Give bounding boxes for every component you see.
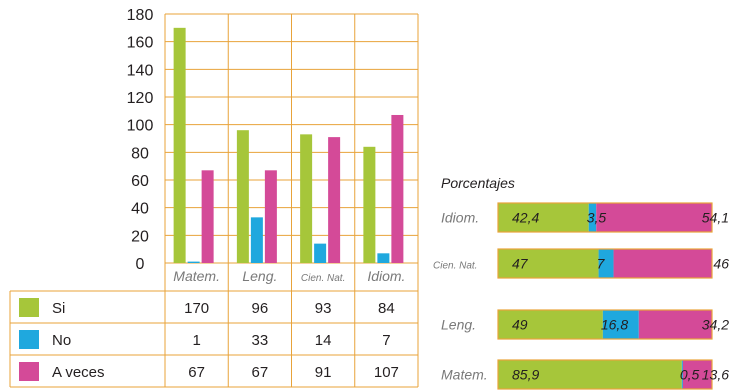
table-cell: 1	[192, 332, 200, 349]
bar-a-veces	[328, 137, 341, 263]
y-tick-label: 60	[131, 173, 149, 190]
y-tick-label: 140	[127, 62, 154, 79]
category-label: Leng.	[242, 268, 277, 284]
y-tick-label: 40	[131, 201, 149, 218]
bar-a-veces	[201, 170, 214, 263]
stacked-segment-si	[498, 360, 682, 389]
y-tick-label: 20	[131, 228, 149, 245]
stacked-bar-border	[497, 202, 713, 233]
bar-si	[363, 146, 376, 263]
table-cell: 33	[252, 332, 269, 349]
percent-category-label: Idiom.	[441, 210, 479, 226]
category-label: Idiom.	[367, 268, 405, 284]
percent-label-a-veces: 34,2	[702, 317, 729, 333]
table-cell: 170	[184, 300, 209, 317]
legend-label: Si	[52, 300, 65, 317]
category-label: Cien. Nat.	[301, 273, 345, 284]
stacked-segment-no	[681, 360, 683, 389]
legend-label: A veces	[52, 364, 105, 381]
percent-label-si: 85,9	[512, 367, 539, 383]
stacked-bar-border	[497, 309, 713, 340]
stacked-bar-border	[497, 359, 713, 390]
percent-category-label: Cien. Nat.	[433, 261, 477, 272]
bar-a-veces	[391, 114, 404, 263]
stacked-segment-no	[588, 203, 597, 232]
legend-swatch	[19, 330, 39, 349]
stacked-segment-si	[498, 249, 599, 278]
stacked-segment-a-veces	[613, 249, 712, 278]
bar-si	[173, 27, 186, 264]
y-tick-label: 180	[127, 7, 154, 24]
percent-label-si: 42,4	[512, 210, 539, 226]
bar-no	[250, 217, 263, 263]
percent-label-no: 16,8	[601, 317, 628, 333]
legend-swatch	[19, 362, 39, 381]
bar-si	[300, 134, 313, 263]
legend-swatch	[19, 298, 39, 317]
table-cell: 7	[382, 332, 390, 349]
y-tick-label: 100	[127, 118, 154, 135]
table-cell: 14	[315, 332, 332, 349]
stacked-segment-si	[498, 310, 603, 339]
table-cell: 84	[378, 300, 395, 317]
percent-label-a-veces: 54,1	[702, 210, 729, 226]
bar-si	[236, 130, 249, 263]
percent-category-label: Leng.	[441, 317, 476, 333]
table-cell: 67	[252, 364, 269, 381]
legend-label: No	[52, 332, 71, 349]
percent-label-a-veces: 13,6	[702, 367, 729, 383]
table-cell: 96	[252, 300, 269, 317]
percent-category-label: Matem.	[441, 367, 488, 383]
percent-label-si: 49	[512, 317, 528, 333]
y-tick-label: 120	[127, 90, 154, 107]
y-tick-label: 80	[131, 145, 149, 162]
table-cell: 91	[315, 364, 332, 381]
percent-label-no: 0,5	[680, 367, 700, 383]
y-tick-label: 160	[127, 35, 154, 52]
stacked-segment-si	[498, 203, 589, 232]
table-cell: 67	[188, 364, 205, 381]
table-cell: 107	[374, 364, 399, 381]
stacked-segment-a-veces	[638, 310, 712, 339]
stacked-segment-no	[602, 310, 639, 339]
stacked-segment-a-veces	[682, 360, 712, 389]
y-tick-label: 0	[136, 256, 145, 273]
bar-no	[314, 243, 327, 263]
percent-label-si: 47	[512, 256, 529, 272]
percent-label-no: 7	[597, 256, 606, 272]
percent-label-no: 3,5	[587, 210, 607, 226]
table-cell: 93	[315, 300, 332, 317]
bar-no	[187, 261, 200, 263]
stacked-segment-a-veces	[596, 203, 712, 232]
bar-no	[377, 253, 390, 263]
percent-title: Porcentajes	[441, 175, 515, 191]
bar-a-veces	[264, 170, 277, 263]
category-label: Matem.	[173, 268, 220, 284]
percent-label-a-veces: 46	[713, 256, 729, 272]
stacked-bar-border	[497, 248, 713, 279]
stacked-segment-no	[598, 249, 614, 278]
